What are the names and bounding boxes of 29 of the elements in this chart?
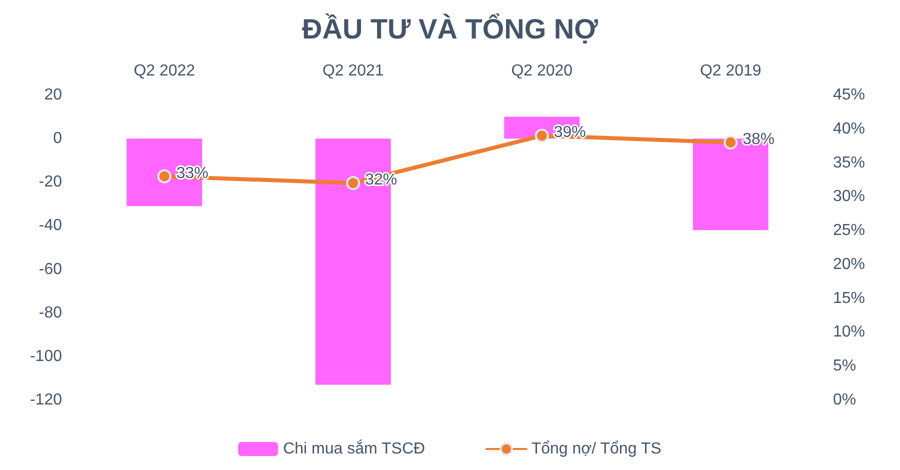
x-tick-label: Q2 2020 bbox=[511, 62, 573, 80]
y2-tick-label: 20% bbox=[833, 256, 866, 273]
y2-tick-label: 5% bbox=[833, 358, 856, 375]
y2-tick-label: 45% bbox=[833, 86, 866, 104]
y-tick-label: -40 bbox=[38, 217, 62, 234]
x-tick-label: Q2 2019 bbox=[700, 62, 762, 80]
y-tick-label: -20 bbox=[38, 174, 62, 191]
point bbox=[534, 128, 549, 143]
chart-title: ĐẦU TƯ VÀ TỔNG NỢ bbox=[302, 12, 598, 44]
y-tick-label: -60 bbox=[38, 260, 62, 278]
y-tick-label: 20 bbox=[44, 86, 62, 104]
y2-tick-label: 30% bbox=[833, 188, 866, 206]
legend-label: Tổng nợ/ Tổng TS bbox=[531, 440, 662, 458]
point bbox=[157, 169, 172, 184]
y-tick-label: 0 bbox=[53, 130, 62, 148]
point bbox=[724, 135, 738, 150]
x-tick-label: Q2 2021 bbox=[322, 62, 384, 80]
y-tick-label: -100 bbox=[30, 348, 62, 365]
y2-tick-label: 0% bbox=[833, 392, 856, 408]
legend-label: Chi mua sắm TSCĐ bbox=[283, 440, 426, 458]
x-tick-label: Q2 2022 bbox=[134, 62, 196, 80]
y2-tick-label: 25% bbox=[833, 222, 866, 240]
y2-tick-label: 35% bbox=[833, 154, 866, 172]
y2-tick-label: 40% bbox=[833, 120, 866, 138]
y-tick-label: -120 bbox=[30, 392, 62, 408]
y-tick-label: -80 bbox=[38, 304, 62, 322]
y2-tick-label: 15% bbox=[833, 290, 866, 307]
y2-tick-label: 10% bbox=[833, 324, 866, 341]
point bbox=[346, 176, 360, 190]
